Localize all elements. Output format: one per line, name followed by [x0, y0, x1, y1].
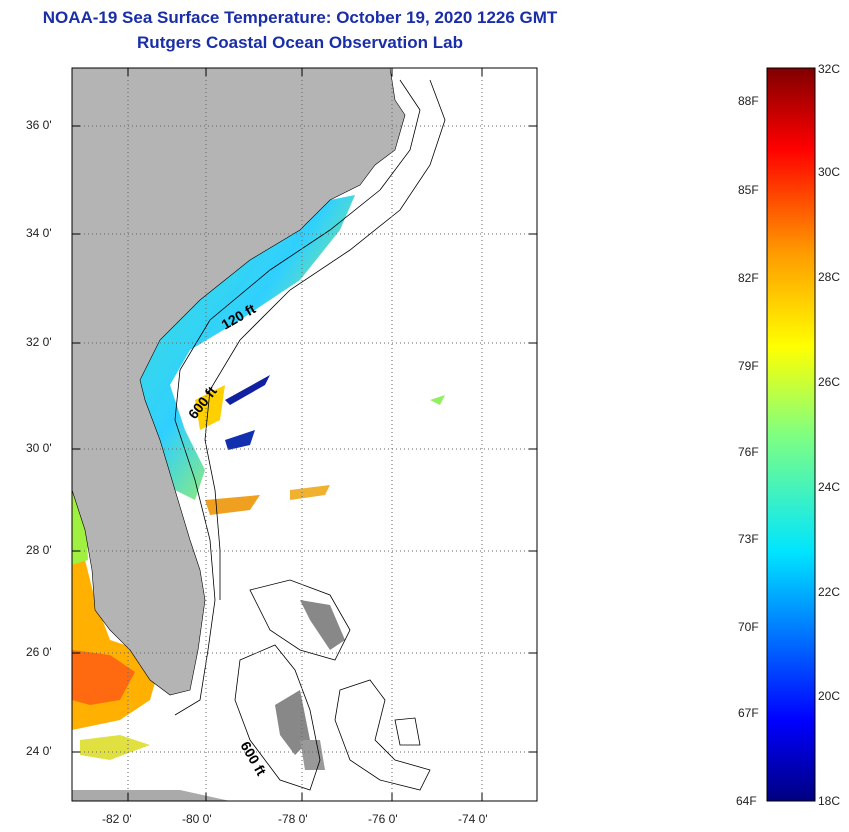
offshore-patch-2: [205, 495, 260, 515]
map-frame: [71, 67, 538, 802]
bahamas-island-1: [300, 600, 345, 650]
cb-c-18: 18C: [818, 794, 841, 808]
lon-label-78: -78 0': [278, 812, 308, 826]
us-land: [72, 68, 406, 696]
cb-f-76: 76F: [738, 445, 759, 459]
colorbar: [766, 67, 816, 802]
bathymetry-contours: [174, 79, 446, 791]
coastal-sst-band: [140, 195, 355, 500]
offshore-cold-2: [225, 430, 255, 450]
lon-label-74: -74 0': [458, 812, 488, 826]
offshore-patch-4: [430, 395, 445, 405]
map-subtitle: Rutgers Coastal Ocean Observation Lab: [137, 33, 463, 52]
cb-c-22: 22C: [818, 585, 841, 599]
lon-label-80: -80 0': [182, 812, 212, 826]
lon-label-76: -76 0': [368, 812, 398, 826]
lat-label-30: 30 0': [26, 441, 52, 455]
cb-f-67: 67F: [738, 706, 759, 720]
cb-c-26: 26C: [818, 375, 841, 389]
cb-f-79: 79F: [738, 359, 759, 373]
cuba-edge: [72, 790, 230, 801]
cb-f-73: 73F: [738, 532, 759, 546]
gulf-warm-patch: [72, 650, 135, 705]
cb-f-70: 70F: [738, 620, 759, 634]
cb-f-85: 85F: [738, 183, 759, 197]
map-tick-marks: [72, 68, 537, 801]
cb-c-24: 24C: [818, 480, 841, 494]
cb-c-28: 28C: [818, 270, 841, 284]
lat-label-26: 26 0': [26, 645, 52, 659]
cb-c-20: 20C: [818, 689, 841, 703]
cb-f-88: 88F: [738, 94, 759, 108]
lat-label-36: 36 0': [26, 118, 52, 132]
lat-label-28: 28 0': [26, 543, 52, 557]
lon-label-82: -82 0': [102, 812, 132, 826]
map-grid: [72, 68, 537, 801]
lat-label-24: 24 0': [26, 744, 52, 758]
cb-c-30: 30C: [818, 165, 841, 179]
lat-label-34: 34 0': [26, 226, 52, 240]
cb-c-32: 32C: [818, 62, 841, 76]
cb-f-82: 82F: [738, 271, 759, 285]
offshore-patch-1: [195, 385, 225, 430]
lat-label-32: 32 0': [26, 335, 52, 349]
offshore-patch-3: [290, 485, 330, 500]
offshore-cold-1: [225, 375, 270, 405]
bahamas-island-2: [275, 690, 310, 755]
cb-f-64: 64F: [736, 794, 757, 808]
keys-patch: [80, 735, 150, 760]
map-title: NOAA-19 Sea Surface Temperature: October…: [42, 8, 558, 27]
